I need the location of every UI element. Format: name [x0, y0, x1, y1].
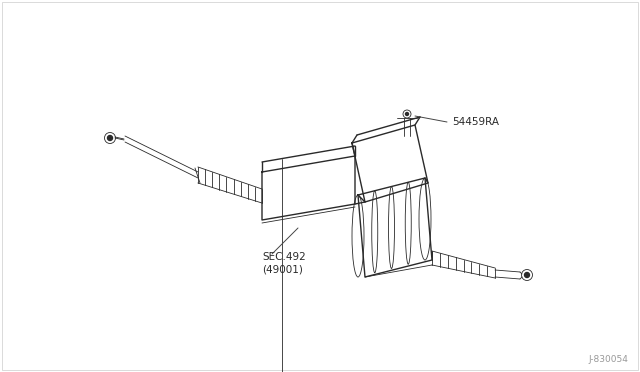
Text: (49001): (49001): [262, 265, 303, 275]
Circle shape: [525, 273, 529, 278]
Text: J-830054: J-830054: [588, 355, 628, 364]
Circle shape: [406, 112, 408, 115]
Text: SEC.492: SEC.492: [262, 252, 306, 262]
Text: 54459RA: 54459RA: [452, 117, 499, 127]
Circle shape: [108, 135, 113, 141]
